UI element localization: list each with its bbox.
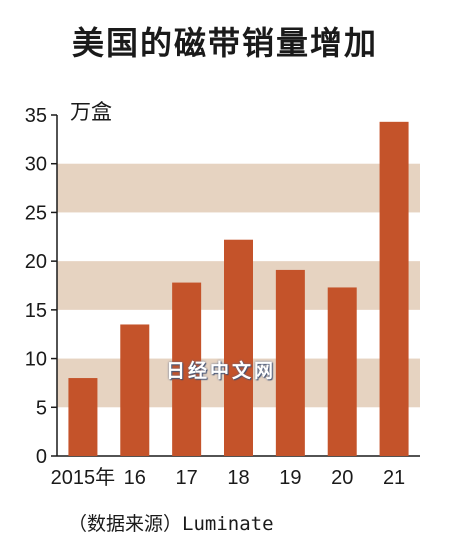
- bar-17: [172, 282, 202, 456]
- bar-19: [275, 269, 305, 456]
- source-note: （数据来源）Luminate: [68, 513, 274, 535]
- bar-21: [379, 121, 409, 456]
- x-tick-label: 17: [176, 467, 198, 489]
- x-tick-label: 18: [227, 467, 249, 489]
- bar-16: [120, 324, 150, 456]
- x-tick-label: 19: [279, 467, 301, 489]
- y-axis-unit-label: 万盒: [70, 100, 112, 124]
- chart-title: 美国的磁带销量增加: [71, 24, 378, 62]
- shaded-band-2: [57, 163, 420, 213]
- x-tick-label: 16: [124, 467, 146, 489]
- y-tick-label: 20: [25, 251, 47, 273]
- bar-2015年: [68, 378, 98, 456]
- y-tick-label: 25: [25, 202, 47, 224]
- bar-20: [327, 287, 357, 456]
- bar-18: [224, 239, 253, 456]
- watermark-text: 日经中文网: [166, 360, 277, 382]
- x-tick-label: 2015年: [51, 466, 116, 489]
- y-tick-label: 30: [25, 154, 47, 176]
- x-tick-label: 20: [331, 467, 353, 489]
- y-tick-label: 5: [36, 397, 47, 419]
- y-tick-label: 0: [36, 446, 47, 468]
- x-tick-label: 21: [383, 467, 405, 489]
- y-tick-label: 35: [25, 105, 47, 127]
- y-tick-label: 10: [25, 349, 47, 371]
- y-tick-label: 15: [25, 300, 47, 322]
